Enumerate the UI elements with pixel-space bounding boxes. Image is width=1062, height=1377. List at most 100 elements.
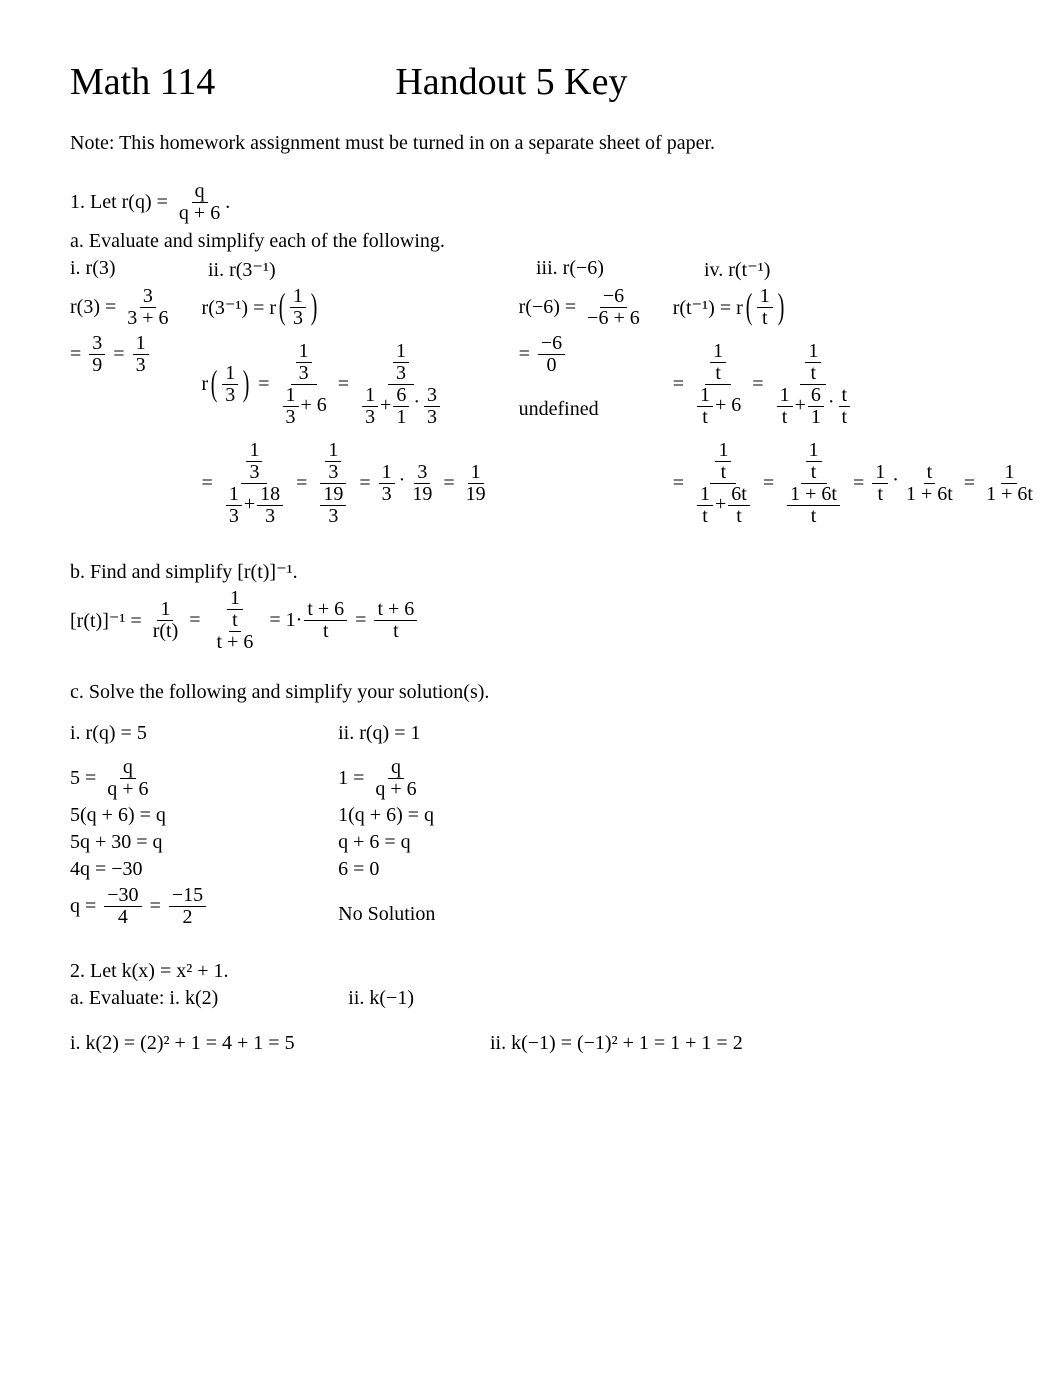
c1-l2-eq: = — [113, 343, 124, 366]
ci-5d1: 4 — [115, 907, 131, 928]
c2-l3-eq4: = — [443, 472, 454, 495]
c3-l2-d: 0 — [544, 355, 560, 376]
c1-l1-d: 3 + 6 — [124, 308, 171, 329]
c2-l2-eq1: = — [258, 373, 269, 396]
p1a-col4: r(t⁻¹) = r ( 1t ) = 1t 1t+ 6 = 1t 1t+61·… — [673, 286, 1038, 531]
c2-l3-d1d: 18 — [257, 484, 283, 506]
c2-l2-d1a: 1 — [283, 385, 299, 407]
c1-l2: = 39 = 13 — [70, 333, 151, 376]
p1a-col2: r(3⁻¹) = r ( 13 ) r ( 13 ) = 13 13+ 6 = … — [202, 286, 491, 531]
p1c-cols: i. r(q) = 5 5 = qq + 6 5(q + 6) = q 5q +… — [70, 722, 992, 932]
p1a-col3: r(−6) = −6−6 + 6 = −60 undefined — [519, 286, 645, 425]
p1-intro-b: . — [225, 191, 230, 214]
c2-l2-d2d: 6 — [393, 385, 409, 407]
c2-l1-a: r(3⁻¹) = r — [202, 295, 276, 320]
c2-l2-d2c: + — [380, 394, 391, 416]
c4-l3-eq1: = — [673, 472, 684, 495]
c2-l2: r ( 13 ) = 13 13+ 6 = 13 13+61·33 — [202, 341, 447, 428]
ci-3: 5q + 30 = q — [70, 831, 163, 854]
ci-2: 5(q + 6) = q — [70, 804, 166, 827]
c1-l1: r(3) = 33 + 6 — [70, 286, 174, 329]
p1b-eq1: = — [189, 609, 200, 632]
c3-l3: undefined — [519, 398, 599, 421]
p1a-text: a. Evaluate and simplify each of the fol… — [70, 230, 992, 253]
dot-icon: · — [892, 469, 899, 492]
cii-3: q + 6 = q — [338, 831, 411, 854]
p1a-heads: i. r(3) ii. r(3⁻¹) iii. r(−6) iv. r(t⁻¹) — [70, 257, 992, 286]
p1-intro-den: q + 6 — [176, 203, 223, 224]
p1-intro-num: q — [192, 181, 208, 203]
p2a-head: a. Evaluate: i. k(2) — [70, 987, 218, 1010]
c4-l3-d2n: 1 + 6t — [787, 484, 840, 506]
p1b-n4: t + 6 — [374, 599, 417, 621]
c4-l3-eq4: = — [964, 472, 975, 495]
c3-l1-n: −6 — [600, 286, 627, 308]
c2-l1: r(3⁻¹) = r ( 13 ) — [202, 286, 320, 329]
cii-1n: q — [388, 757, 404, 779]
p1a-ii-head: ii. r(3⁻¹) — [208, 257, 508, 282]
p1b-a: [r(t)]⁻¹ = — [70, 608, 142, 633]
ci-5n2: −15 — [169, 885, 206, 907]
c4-l2-eq2: = — [752, 373, 763, 396]
c2-l2-d2b: 3 — [362, 407, 378, 428]
note-text: Note: This homework assignment must be t… — [70, 132, 992, 155]
c4-l2-d2e: 1 — [808, 407, 824, 428]
c3-l2: = −60 — [519, 333, 568, 376]
c2-l3-d5: 19 — [463, 484, 489, 505]
p1-intro-frac: q q + 6 — [176, 181, 223, 224]
p1b-n1: 1 — [157, 599, 173, 621]
c2-l2-d2e: 1 — [393, 407, 409, 428]
c4-l3-n2d: t — [808, 462, 820, 483]
dot-icon: · — [413, 391, 420, 413]
p1b-eq3: = — [355, 609, 366, 632]
p1c-i-head: i. r(q) = 5 — [70, 722, 147, 745]
c2-l3-d4: 19 — [409, 484, 435, 505]
rparen-icon: ) — [311, 296, 318, 318]
c4-l3-n2n: 1 — [806, 440, 822, 462]
p1a-iii-head: iii. r(−6) — [536, 257, 676, 280]
c4-l2-d1b: t — [699, 407, 711, 428]
ci-5a: q = — [70, 895, 96, 918]
c3-l2-a: = — [519, 343, 530, 366]
ci-1a: 5 = — [70, 767, 96, 790]
c2-l3-n2d: 3 — [325, 462, 341, 483]
c2-l2-eq2: = — [338, 373, 349, 396]
dot-icon: · — [828, 391, 835, 413]
c4-l2-n1n: 1 — [710, 341, 726, 363]
p1b-d2d: t + 6 — [214, 632, 257, 653]
c1-l2-a: = — [70, 343, 81, 366]
p1a-col1: r(3) = 33 + 6 = 39 = 13 — [70, 286, 174, 380]
p1a-i-head: i. r(3) — [70, 257, 180, 280]
p2a-row: a. Evaluate: i. k(2) ii. k(−1) — [70, 987, 992, 1014]
c2-l2-fn: 1 — [222, 363, 238, 385]
p1c-col-ii: ii. r(q) = 1 1 = qq + 6 1(q + 6) = q q +… — [338, 722, 435, 932]
c2-l2-d2a: 1 — [362, 385, 378, 407]
cii-2: 1(q + 6) = q — [338, 804, 434, 827]
p1a-work: r(3) = 33 + 6 = 39 = 13 r(3⁻¹) = r ( 13 … — [70, 286, 992, 531]
c2-l3-d1a: 1 — [226, 484, 242, 506]
c4-l2-n1d: t — [712, 363, 724, 384]
ci-5: q = −304 = −152 — [70, 885, 208, 928]
c4-l2: = 1t 1t+ 6 = 1t 1t+61·tt — [673, 341, 857, 428]
dot-icon: · — [399, 469, 406, 492]
p1-intro: 1. Let r(q) = q q + 6 . — [70, 181, 992, 224]
c2-l3: = 13 13+183 = 13 193 = 13 · 319 = 119 — [202, 440, 491, 527]
c4-l2-d2f: t — [839, 385, 851, 407]
c2-l3-n3: 1 — [379, 462, 395, 484]
c4-l3-d1a: 1 — [697, 484, 713, 506]
c2-l3-eq1: = — [202, 472, 213, 495]
c2-l2-n1d: 3 — [296, 363, 312, 384]
cii-1a: 1 = — [338, 767, 364, 790]
p1a-iv-head: iv. r(t⁻¹) — [704, 257, 770, 282]
c4-l2-n2n: 1 — [805, 341, 821, 363]
c4-l2-d2g: t — [839, 407, 851, 428]
c4-l3-d1c: + — [715, 493, 726, 515]
c2-l3-d1c: + — [244, 493, 255, 515]
c4-l2-d1c: + 6 — [715, 394, 741, 416]
c2-l3-d2d: 3 — [325, 506, 341, 527]
p2a-ii-ans: ii. k(−1) = (−1)² + 1 = 1 + 1 = 2 — [490, 1032, 743, 1055]
p1b-eq2: = 1· — [269, 609, 302, 632]
lparen-icon: ( — [211, 373, 218, 395]
c2-l2-d1c: + 6 — [301, 394, 327, 416]
c4-l2-d2c: + — [795, 394, 806, 416]
